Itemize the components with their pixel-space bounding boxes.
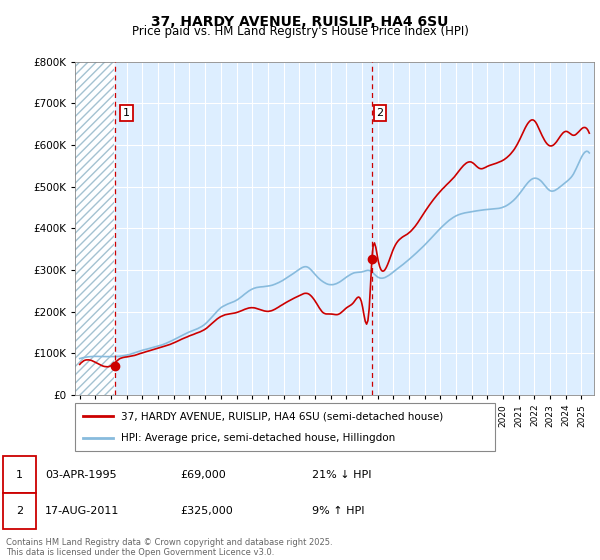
Text: 17-AUG-2011: 17-AUG-2011 — [45, 506, 119, 516]
Bar — [75, 62, 114, 395]
Text: HPI: Average price, semi-detached house, Hillingdon: HPI: Average price, semi-detached house,… — [121, 433, 395, 443]
Text: 2: 2 — [16, 506, 23, 516]
Text: 03-APR-1995: 03-APR-1995 — [45, 470, 116, 479]
FancyBboxPatch shape — [75, 403, 495, 451]
Text: 2: 2 — [377, 108, 383, 118]
Text: 1: 1 — [16, 470, 23, 479]
Text: 37, HARDY AVENUE, RUISLIP, HA4 6SU: 37, HARDY AVENUE, RUISLIP, HA4 6SU — [151, 15, 449, 29]
Text: £69,000: £69,000 — [180, 470, 226, 479]
Text: 9% ↑ HPI: 9% ↑ HPI — [312, 506, 365, 516]
Text: 21% ↓ HPI: 21% ↓ HPI — [312, 470, 371, 479]
Text: £325,000: £325,000 — [180, 506, 233, 516]
Text: 37, HARDY AVENUE, RUISLIP, HA4 6SU (semi-detached house): 37, HARDY AVENUE, RUISLIP, HA4 6SU (semi… — [121, 411, 443, 421]
Text: Contains HM Land Registry data © Crown copyright and database right 2025.
This d: Contains HM Land Registry data © Crown c… — [6, 538, 332, 557]
Text: 1: 1 — [123, 108, 130, 118]
Bar — [75, 62, 114, 395]
Text: Price paid vs. HM Land Registry's House Price Index (HPI): Price paid vs. HM Land Registry's House … — [131, 25, 469, 38]
